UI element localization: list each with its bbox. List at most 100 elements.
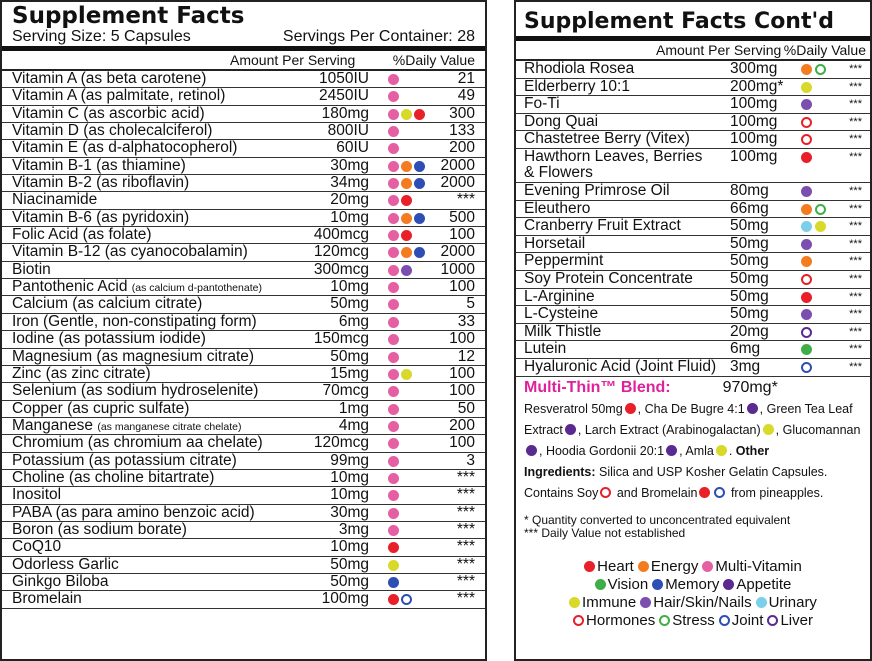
table-row: Vitamin E (as d-alphatocopherol) 60IU 200	[2, 140, 485, 158]
daily-value: ***	[849, 325, 862, 338]
ingredient-name: Iodine (as potassium iodide)	[12, 331, 206, 347]
daily-value: ***	[849, 184, 862, 197]
appetite-dot-icon	[666, 444, 678, 456]
daily-value: 500	[449, 208, 475, 226]
amount: 50mg	[730, 287, 769, 305]
ingredient-name-text: Potassium (as potassium citrate)	[12, 451, 237, 469]
table-row: L-Arginine 50mg ***	[516, 287, 870, 307]
daily-value: ***	[456, 191, 475, 209]
table-row: Vitamin D (as cholecalciferol) 800IU 133	[2, 122, 485, 141]
multi-dot-icon	[388, 160, 399, 172]
multi-dot-icon	[702, 560, 714, 572]
amount: 30mg	[330, 156, 369, 174]
ingredient-name-text: CoQ10	[12, 538, 62, 556]
ingredient-name: Manganese (as manganese citrate chelate)	[12, 417, 242, 435]
amount: 1050IU	[319, 70, 369, 87]
stress-ring-icon	[815, 203, 826, 215]
blend-item: Glucomannan	[782, 422, 861, 437]
ingredient-name: Dong Quai	[524, 113, 598, 130]
benefit-icons	[388, 126, 399, 138]
daily-value: ***	[849, 115, 862, 128]
amount: 10mg	[330, 208, 369, 226]
stress-ring-icon	[659, 614, 671, 626]
urinary-dot-icon	[755, 596, 767, 608]
benefit-icons	[801, 203, 826, 215]
table-row: Zinc (as zinc citrate) 15mg 100	[2, 365, 485, 384]
table-row: Iron (Gentle, non-constipating form) 6mg 3…	[2, 312, 485, 332]
daily-value: ***	[849, 98, 862, 111]
ingredient-name-text: Biotin	[12, 260, 51, 278]
amount: 150mcg	[313, 330, 369, 348]
heart-dot-icon	[388, 594, 399, 606]
amount: 50mg	[730, 269, 769, 287]
daily-value: 12	[457, 347, 475, 365]
hair-dot-icon	[801, 99, 812, 111]
ingredient-name-text: Soy Protein Concentrate	[524, 269, 693, 287]
ingredient-qualifier: (as calcium d-pantothenate)	[131, 282, 262, 295]
hair-dot-icon	[801, 185, 812, 197]
ingredient-name-text: Bromelain	[12, 590, 82, 608]
benefit-icons	[388, 490, 399, 502]
amount: 120mcg	[313, 243, 369, 261]
column-header: Amount Per Serving %Daily Value	[2, 51, 485, 71]
ingredient-name-text: Rhodiola Rosea	[524, 60, 635, 77]
amount: 10mg	[330, 468, 369, 486]
daily-value: ***	[849, 308, 862, 321]
ingredient-name-text: Iron (Gentle, non-constipating form)	[12, 312, 257, 330]
amount: 20mg	[730, 322, 769, 340]
legend-item: Hormones	[573, 612, 655, 629]
amount: 800IU	[327, 122, 369, 140]
legend-label: Heart	[597, 557, 634, 575]
multi-dot-icon	[388, 472, 399, 484]
benefit-icons	[388, 594, 412, 606]
daily-value: ***	[456, 503, 475, 521]
benefit-icons	[388, 108, 425, 120]
amount: 6mg	[730, 340, 761, 358]
table-row: Evening Primrose Oil 80mg ***	[516, 182, 870, 201]
daily-value-header: %Daily Value	[392, 52, 475, 68]
ingredient-name: Vitamin E (as d-alphatocopherol)	[12, 140, 237, 156]
multi-dot-icon	[388, 403, 399, 415]
table-row: Fo-Ti 100mg ***	[516, 96, 870, 114]
table-row: Niacinamide 20mg ***	[2, 191, 485, 210]
ingredient-name: Selenium (as sodium hydroselenite)	[12, 383, 258, 399]
memory-dot-icon	[414, 178, 425, 190]
ingredient-name: Vitamin D (as cholecalciferol)	[12, 123, 212, 139]
ingredient-name-text: Copper (as cupric sulfate)	[12, 399, 190, 417]
blend-item: Amla	[685, 443, 714, 458]
daily-value: ***	[456, 520, 475, 538]
daily-value: ***	[849, 63, 862, 75]
benefit-icons	[801, 326, 812, 338]
energy-dot-icon	[637, 560, 649, 572]
daily-value: 21	[457, 70, 475, 87]
benefit-icons	[801, 151, 812, 163]
ingredient-name: Vitamin A (as beta carotene)	[12, 71, 206, 87]
multi-dot-icon	[388, 420, 399, 432]
ingredient-name-text: Vitamin D (as cholecalciferol)	[12, 122, 213, 140]
benefit-icons	[388, 230, 412, 242]
benefit-icons	[801, 309, 812, 321]
immune-dot-icon	[569, 596, 581, 608]
amount: 4mg	[338, 416, 369, 434]
table-row: Folic Acid (as folate) 400mcg 100	[2, 227, 485, 245]
serving-size: Serving Size: 5 Capsules	[12, 28, 191, 45]
hormones-ring-icon	[801, 134, 812, 146]
multi-dot-icon	[388, 143, 399, 155]
table-row: Milk Thistle 20mg ***	[516, 322, 870, 342]
ingredient-name: Milk Thistle	[524, 323, 601, 340]
daily-value: 49	[457, 87, 475, 105]
table-row: Vitamin A (as palmitate, retinol) 2450IU 4…	[2, 87, 485, 106]
supplement-facts-panel: Supplement Facts Serving Size: 5 Capsule…	[0, 0, 487, 661]
table-row: Elderberry 10:1 200mg* ***	[516, 78, 870, 97]
ingredient-name-text: Chastetree Berry (Vitex)	[524, 130, 690, 148]
ingredient-name-text: L-Arginine	[524, 287, 595, 305]
benefit-icons	[388, 247, 425, 259]
legend-label: Multi-Vitamin	[715, 557, 802, 575]
legend-row: Heart Energy Multi-Vitamin	[516, 558, 870, 576]
energy-dot-icon	[401, 212, 412, 224]
amount-header: Amount Per Serving	[230, 52, 356, 68]
ingredient-name-text: Vitamin B-2 (as riboflavin)	[12, 174, 190, 192]
energy-dot-icon	[801, 64, 812, 75]
immune-dot-icon	[801, 81, 812, 93]
amount: 30mg	[330, 503, 369, 521]
